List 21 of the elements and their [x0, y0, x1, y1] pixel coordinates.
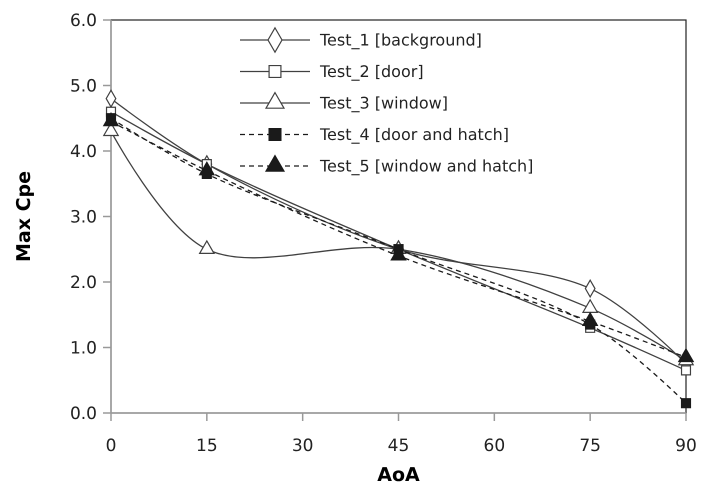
legend-label: Test_1 [background]	[319, 30, 482, 50]
x-tick-label: 30	[292, 436, 314, 456]
x-tick-label: 75	[579, 436, 601, 456]
legend-label: Test_3 [window]	[319, 94, 448, 113]
x-tick-label: 90	[675, 436, 697, 456]
y-tick-label: 4.0	[70, 142, 97, 162]
y-tick-label: 6.0	[70, 10, 97, 31]
legend-label: Test_2 [door]	[319, 62, 424, 82]
x-tick-label: 60	[484, 436, 506, 456]
y-tick-label: 0.0	[70, 404, 97, 424]
legend-label: Test_5 [window and hatch]	[319, 156, 534, 176]
y-tick-label: 5.0	[70, 76, 97, 96]
x-tick-label: 15	[196, 436, 218, 456]
y-tick-label: 2.0	[70, 272, 97, 293]
y-axis-title: Max Cpe	[13, 170, 35, 262]
legend-label: Test_4 [door and hatch]	[319, 125, 509, 144]
x-tick-label: 45	[388, 436, 410, 456]
y-tick-label: 1.0	[70, 338, 97, 358]
x-tick-label: 0	[106, 436, 116, 456]
x-axis-title: AoA	[377, 464, 420, 486]
y-tick-label: 3.0	[70, 207, 97, 228]
